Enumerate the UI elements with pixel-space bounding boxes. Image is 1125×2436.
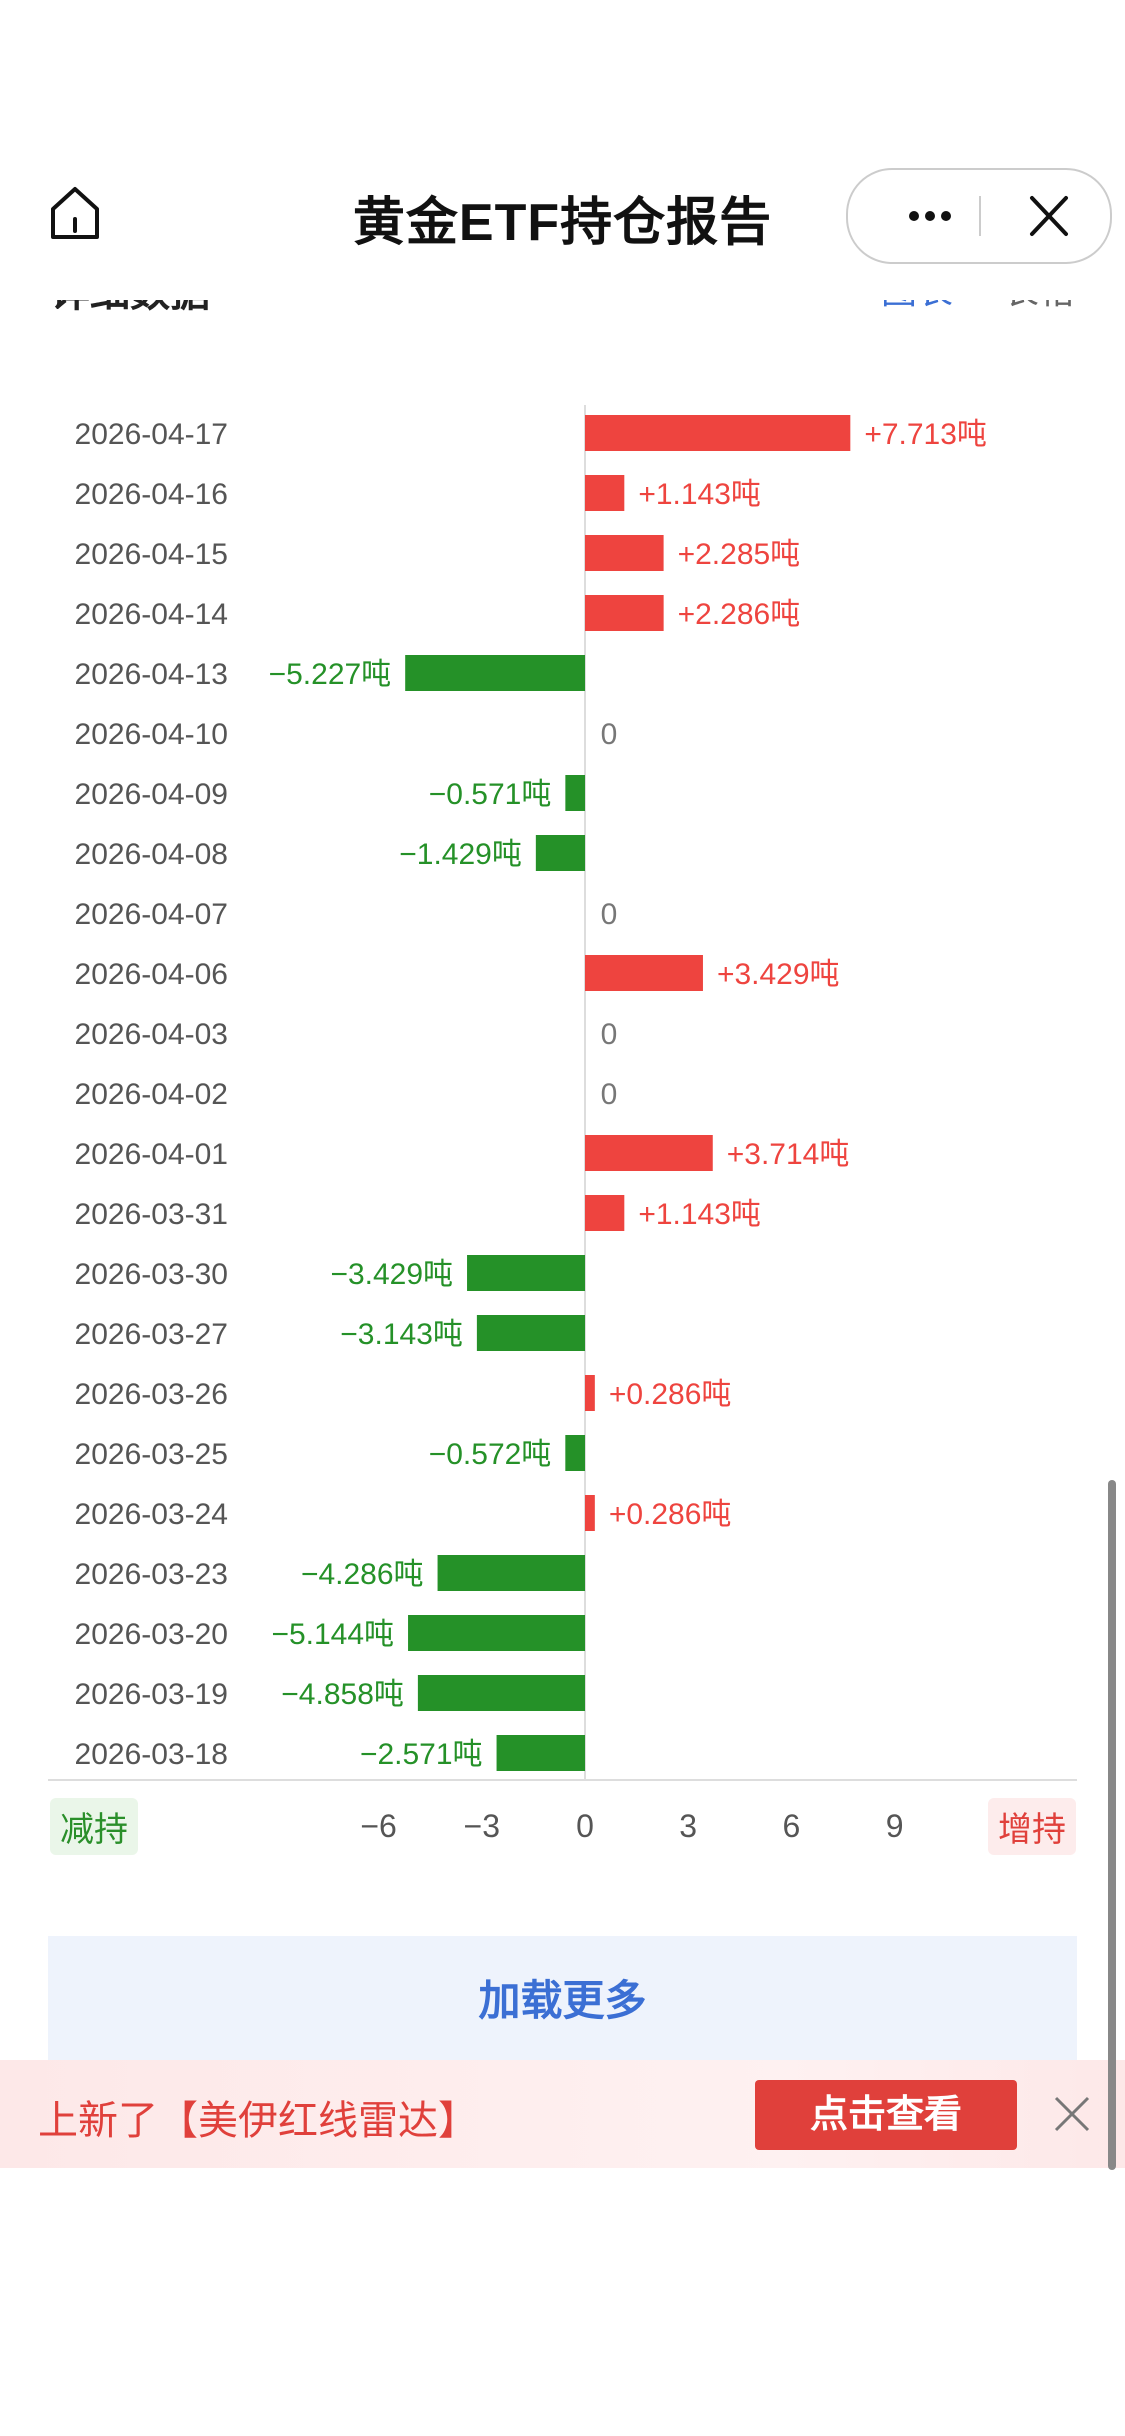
value-label: +0.286吨 bbox=[609, 1378, 732, 1411]
value-label: +3.714吨 bbox=[727, 1138, 850, 1171]
x-tick-label: 9 bbox=[886, 1808, 904, 1844]
category-label: 2026-03-19 bbox=[75, 1678, 228, 1711]
data-bar[interactable] bbox=[585, 1135, 713, 1171]
value-label: −1.429吨 bbox=[399, 838, 522, 871]
value-label: 0 bbox=[601, 1078, 618, 1111]
value-label: −3.429吨 bbox=[330, 1258, 453, 1291]
category-label: 2026-04-14 bbox=[75, 598, 228, 631]
category-label: 2026-04-07 bbox=[75, 898, 228, 931]
category-label: 2026-03-30 bbox=[75, 1258, 228, 1291]
banner-view-button[interactable]: 点击查看 bbox=[755, 2080, 1017, 2150]
value-label: +2.285吨 bbox=[678, 538, 801, 571]
value-label: +0.286吨 bbox=[609, 1498, 732, 1531]
value-label: −3.143吨 bbox=[340, 1318, 463, 1351]
data-bar[interactable] bbox=[417, 1675, 585, 1711]
data-bar[interactable] bbox=[496, 1735, 585, 1771]
value-label: −2.571吨 bbox=[360, 1738, 483, 1771]
data-bar[interactable] bbox=[467, 1255, 585, 1291]
x-tick-label: 6 bbox=[783, 1808, 801, 1844]
page-title: 黄金ETF持仓报告 bbox=[352, 194, 773, 252]
data-bar[interactable] bbox=[565, 1435, 585, 1471]
capsule-divider bbox=[979, 196, 981, 236]
category-label: 2026-04-09 bbox=[75, 778, 228, 811]
value-label: +1.143吨 bbox=[638, 478, 761, 511]
value-label: −5.144吨 bbox=[271, 1618, 394, 1651]
data-bar[interactable] bbox=[585, 1495, 595, 1531]
x-tick-label: −3 bbox=[464, 1808, 500, 1844]
mini-program-capsule bbox=[846, 168, 1112, 264]
category-label: 2026-04-01 bbox=[75, 1138, 228, 1171]
data-bar[interactable] bbox=[535, 835, 585, 871]
legend-decrease: 减持 bbox=[50, 1798, 138, 1855]
data-bar[interactable] bbox=[585, 1195, 625, 1231]
promo-banner: 上新了【美伊红线雷达】 点击查看 bbox=[0, 2060, 1125, 2168]
data-bar[interactable] bbox=[585, 955, 703, 991]
data-bar[interactable] bbox=[585, 1375, 595, 1411]
data-bar[interactable] bbox=[476, 1315, 585, 1351]
value-label: 0 bbox=[601, 718, 618, 751]
scrollbar[interactable] bbox=[1108, 1480, 1116, 2170]
x-tick-label: −6 bbox=[360, 1808, 396, 1844]
data-bar[interactable] bbox=[585, 535, 664, 571]
category-label: 2026-04-06 bbox=[75, 958, 228, 991]
value-label: −4.858吨 bbox=[281, 1678, 404, 1711]
value-label: −4.286吨 bbox=[301, 1558, 424, 1591]
value-label: 0 bbox=[601, 898, 618, 931]
value-label: +2.286吨 bbox=[678, 598, 801, 631]
data-bar[interactable] bbox=[405, 655, 585, 691]
chart-grid bbox=[48, 405, 1077, 1781]
chart-bars bbox=[405, 415, 851, 1771]
category-label: 2026-04-10 bbox=[75, 718, 228, 751]
legend-increase: 增持 bbox=[988, 1798, 1076, 1855]
value-label: 0 bbox=[601, 1018, 618, 1051]
category-label: 2026-03-23 bbox=[75, 1558, 228, 1591]
home-icon[interactable] bbox=[45, 183, 105, 243]
data-bar[interactable] bbox=[437, 1555, 585, 1591]
banner-close-icon[interactable] bbox=[1052, 2094, 1092, 2134]
value-label: +7.713吨 bbox=[864, 418, 987, 451]
data-bar[interactable] bbox=[585, 475, 625, 511]
category-label: 2026-04-15 bbox=[75, 538, 228, 571]
data-bar[interactable] bbox=[565, 775, 585, 811]
category-label: 2026-04-16 bbox=[75, 478, 228, 511]
load-more-button[interactable]: 加载更多 bbox=[48, 1936, 1077, 2066]
category-label: 2026-04-08 bbox=[75, 838, 228, 871]
value-label: −0.571吨 bbox=[429, 778, 552, 811]
category-label: 2026-03-27 bbox=[75, 1318, 228, 1351]
category-label: 2026-04-02 bbox=[75, 1078, 228, 1111]
category-label: 2026-03-25 bbox=[75, 1438, 228, 1471]
x-tick-label: 0 bbox=[576, 1808, 594, 1844]
category-label: 2026-04-13 bbox=[75, 658, 228, 691]
data-bar[interactable] bbox=[585, 595, 664, 631]
chart-labels: −6 −3 0 3 6 9 2026-04-17 +7.713吨 2026-04-16 +1.14… bbox=[75, 418, 987, 1844]
data-bar[interactable] bbox=[408, 1615, 585, 1651]
close-icon[interactable] bbox=[1008, 170, 1088, 262]
more-options-icon[interactable] bbox=[888, 170, 968, 262]
banner-text: 上新了【美伊红线雷达】 bbox=[38, 2099, 478, 2143]
value-label: +1.143吨 bbox=[638, 1198, 761, 1231]
data-bar[interactable] bbox=[585, 415, 851, 451]
value-label: −5.227吨 bbox=[269, 658, 392, 691]
category-label: 2026-03-24 bbox=[75, 1498, 228, 1531]
x-tick-label: 3 bbox=[679, 1808, 697, 1844]
category-label: 2026-03-26 bbox=[75, 1378, 228, 1411]
category-label: 2026-03-18 bbox=[75, 1738, 228, 1771]
value-label: −0.572吨 bbox=[429, 1438, 552, 1471]
category-label: 2026-03-20 bbox=[75, 1618, 228, 1651]
etf-holdings-chart: −6 −3 0 3 6 9 2026-04-17 +7.713吨 2026-04-16 +1.14… bbox=[48, 405, 1077, 1844]
category-label: 2026-03-31 bbox=[75, 1198, 228, 1231]
category-label: 2026-04-03 bbox=[75, 1018, 228, 1051]
header-bar: 黄金ETF持仓报告 bbox=[0, 0, 1125, 300]
value-label: +3.429吨 bbox=[717, 958, 840, 991]
category-label: 2026-04-17 bbox=[75, 418, 228, 451]
